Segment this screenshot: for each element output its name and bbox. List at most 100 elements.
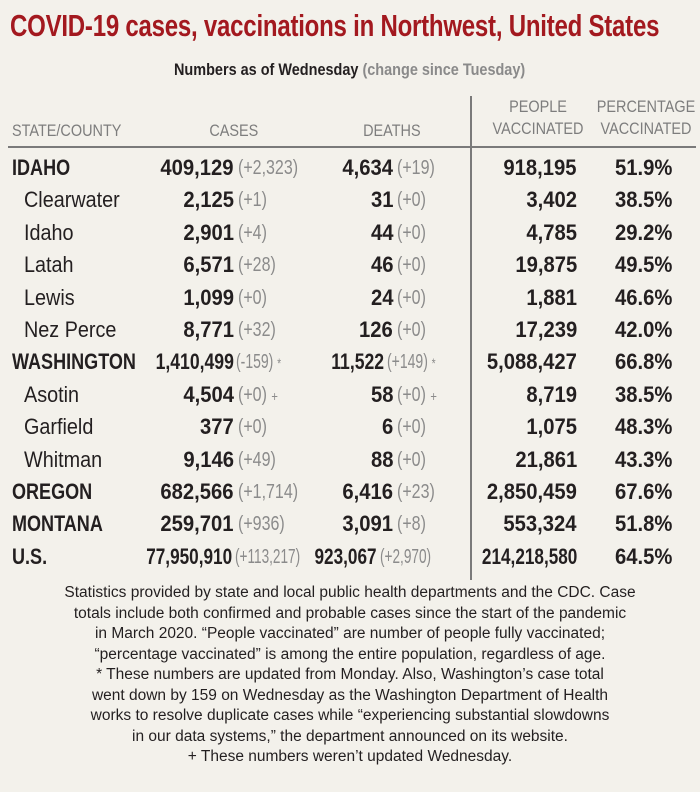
percentage-vaccinated-value: 49.5% [614,252,672,278]
deaths-change-value: (+23) [397,481,435,503]
footnote-line: + These numbers weren’t updated Wednesda… [187,748,513,765]
cases-change-value: (-159) [236,351,274,374]
deaths-change-value: (+0) [397,319,426,341]
table-row: Garfield 377 (+0) 6 (+0) 1,075 48.3% [0,411,700,443]
cases-change: (+113,217) [235,541,300,573]
header-people-line2: VACCINATED [492,119,584,138]
percentage-vaccinated-value: 38.5% [614,187,672,213]
deaths-value: 126 [359,317,393,342]
cases-value: 682,566 [160,479,234,504]
cases-change: (+0) [238,411,267,443]
footnote-line: * These numbers are updated from Monday.… [96,666,604,683]
percentage-vaccinated-value: 29.2% [614,219,672,245]
table-row: Clearwater 2,125 (+1) 31 (+0) 3,402 38.5% [0,184,700,216]
chart-subtitle: Numbers as of Wednesday (change since Tu… [0,60,700,80]
deaths-change: (+0) + [397,379,437,412]
deaths-change-value: (+0) [397,189,426,212]
cases-value: 1,410,499 [155,349,234,375]
people-vaccinated-value: 918,195 [503,155,577,180]
deaths-value: 6,416 [342,479,393,504]
footnote-line: works to resolve duplicate cases while “… [90,707,610,724]
cases-value: 1,099 [183,284,234,310]
footnote-line: Statistics provided by state and local p… [64,584,636,601]
cases-value: 409,129 [160,155,234,180]
cases-change-value: (+49) [238,448,276,471]
cases-change: (+32) [238,314,276,346]
row-name: Garfield [24,414,94,440]
deaths-footnote-mark: * [431,355,436,372]
people-vaccinated-value: 214,218,580 [481,543,577,569]
header-people-line1: PEOPLE [509,97,567,116]
people-vaccinated-value: 4,785 [526,219,577,245]
percentage-vaccinated-value: 46.6% [614,284,672,310]
row-name: IDAHO [12,155,71,180]
cases-change: (+1,714) [238,476,298,508]
cases-value: 9,146 [183,446,234,472]
cases-change-value: (+2,323) [238,157,299,179]
deaths-change-value: (+0) [397,254,426,277]
cases-value: 8,771 [183,317,234,342]
deaths-change: (+8) [397,508,426,540]
deaths-value: 31 [370,187,393,213]
people-vaccinated-value: 1,075 [526,414,577,440]
cases-value: 4,504 [183,381,234,407]
deaths-value: 4,634 [342,155,393,180]
deaths-footnote-mark: + [430,387,437,404]
cases-change: (+936) [238,508,285,540]
deaths-change-value: (+19) [397,157,435,179]
percentage-vaccinated-value: 66.8% [614,349,672,375]
percentage-vaccinated-value: 43.3% [614,446,672,472]
cases-value: 6,571 [183,252,234,278]
row-name: OREGON [12,479,93,504]
deaths-change: (+0) [397,184,426,216]
cases-change-value: (+113,217) [235,545,301,568]
cases-change-value: (+936) [238,513,285,536]
people-vaccinated-value: 19,875 [515,252,577,278]
people-vaccinated-value: 21,861 [515,446,577,472]
deaths-change: (+0) [397,249,426,281]
cases-change: (+49) [238,444,276,476]
deaths-change-value: (+0) [397,416,426,439]
deaths-change: (+0) [397,314,426,346]
header-pct-line1: PERCENTAGE [596,97,696,116]
people-vaccinated-value: 8,719 [526,381,577,407]
header-state-county: STATE/COUNTY [12,121,122,140]
header-people-vaccinated: PEOPLE VACCINATED [488,96,588,140]
cases-change: (+4) [238,217,267,249]
cases-footnote-mark: * [277,355,282,372]
row-name: WASHINGTON [12,349,136,375]
table-row: Nez Perce 8,771 (+32) 126 (+0) 17,239 42.0% [0,314,700,346]
table-row: IDAHO 409,129 (+2,323) 4,634 (+19) 918,195 51.… [0,152,700,184]
people-vaccinated-value: 553,324 [503,511,577,537]
percentage-vaccinated-value: 67.6% [614,479,672,504]
cases-value: 259,701 [160,511,234,537]
subtitle-note: (change since Tuesday) [362,60,526,79]
cases-value: 377 [200,414,234,440]
people-vaccinated-value: 1,881 [526,284,577,310]
people-vaccinated-value: 3,402 [526,187,577,213]
deaths-change: (+0) [397,217,426,249]
header-divider [8,146,696,148]
row-name: Clearwater [24,187,120,213]
cases-change-value: (+28) [238,254,276,277]
percentage-vaccinated-value: 51.9% [614,155,672,180]
cases-change: (+2,323) [238,152,298,184]
percentage-vaccinated-value: 42.0% [614,317,672,342]
percentage-vaccinated-value: 64.5% [614,543,672,569]
cases-value: 77,950,910 [146,543,232,569]
table-row: Lewis 1,099 (+0) 24 (+0) 1,881 46.6% [0,282,700,314]
deaths-change-value: (+8) [397,513,426,536]
row-name: Asotin [24,381,80,407]
row-name: Latah [24,252,74,278]
cases-change-value: (+1,714) [238,481,299,503]
table-row: Idaho 2,901 (+4) 44 (+0) 4,785 29.2% [0,217,700,249]
cases-value: 2,901 [183,219,234,245]
people-vaccinated-value: 2,850,459 [486,479,577,504]
column-divider [470,96,472,580]
row-name: Whitman [24,446,103,472]
cases-change-value: (+0) [238,286,267,309]
deaths-value: 3,091 [342,511,393,537]
chart-title: COVID-19 cases, vaccinations in Northwes… [10,8,660,43]
deaths-change: (+0) [397,411,426,443]
deaths-change: (+23) [397,476,435,508]
